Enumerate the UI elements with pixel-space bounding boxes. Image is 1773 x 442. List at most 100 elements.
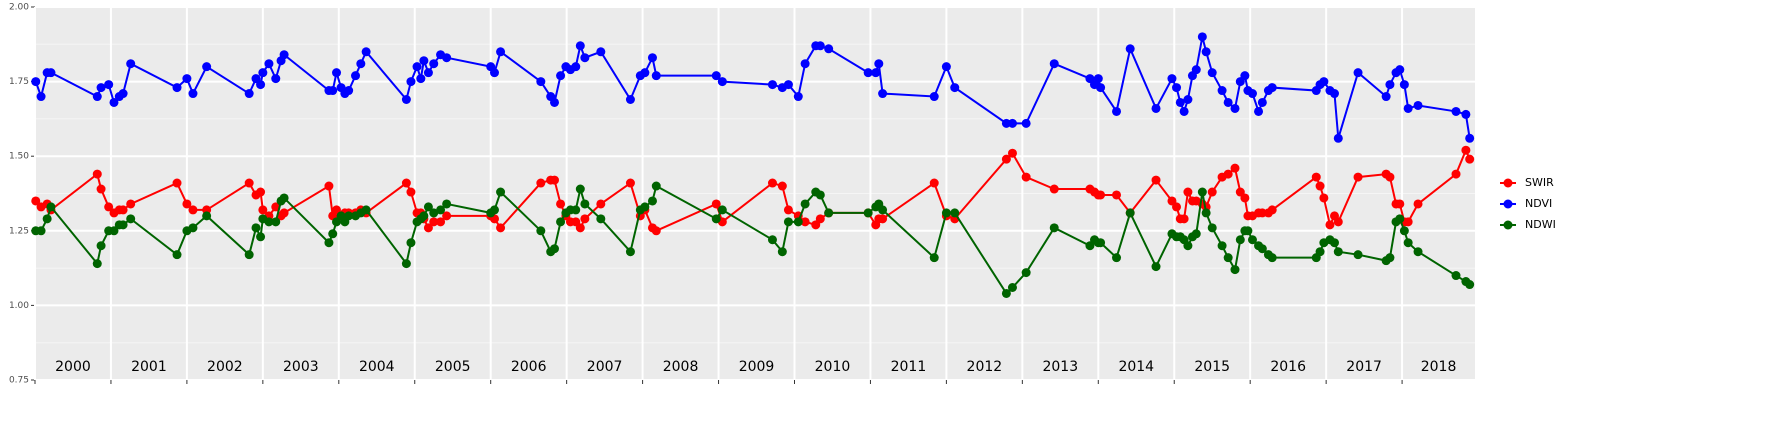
point (279, 208, 289, 218)
point (1399, 80, 1409, 90)
point (251, 223, 261, 233)
point (104, 80, 114, 90)
point (36, 226, 46, 236)
y-tick-label: 2.00 (9, 3, 29, 13)
point (344, 211, 354, 221)
point (1096, 190, 1106, 200)
point (489, 68, 499, 78)
point (571, 62, 581, 72)
point (793, 217, 803, 227)
x-tick-label: 2009 (739, 359, 775, 375)
point (406, 77, 416, 87)
point (188, 89, 198, 99)
point (580, 214, 590, 224)
point (202, 211, 212, 221)
point (244, 178, 254, 188)
point (777, 181, 787, 191)
point (1413, 247, 1423, 257)
point (1385, 172, 1395, 182)
point (256, 187, 266, 197)
point (1257, 97, 1267, 107)
point (950, 208, 960, 218)
x-tick-label: 2018 (1421, 359, 1457, 375)
point (878, 205, 888, 215)
point (423, 223, 433, 233)
point (1191, 229, 1201, 239)
point (1333, 247, 1343, 257)
point (429, 217, 439, 227)
point (596, 214, 606, 224)
point (647, 53, 657, 63)
point (767, 235, 777, 245)
point (1125, 208, 1135, 218)
point (126, 199, 136, 209)
point (1247, 89, 1257, 99)
point (361, 47, 371, 57)
point (1021, 268, 1031, 278)
point (118, 205, 128, 215)
x-tick-label: 2010 (815, 359, 851, 375)
point (1112, 253, 1122, 263)
point (1399, 226, 1409, 236)
point (1353, 68, 1363, 78)
point (436, 205, 446, 215)
x-tick-label: 2016 (1270, 359, 1306, 375)
point (536, 226, 546, 236)
point (1207, 223, 1217, 233)
point (767, 178, 777, 188)
point (1240, 71, 1250, 81)
point (36, 92, 46, 102)
point (258, 68, 268, 78)
point (96, 184, 106, 194)
point (1172, 202, 1182, 212)
y-tick-label: 1.00 (9, 301, 29, 311)
point (1315, 181, 1325, 191)
point (256, 232, 266, 242)
point (1451, 106, 1461, 116)
point (863, 208, 873, 218)
point (1385, 253, 1395, 263)
point (258, 205, 268, 215)
y-tick-label: 1.75 (9, 77, 29, 87)
point (1172, 83, 1182, 93)
legend-marker (1503, 178, 1513, 188)
point (31, 196, 41, 206)
point (412, 62, 422, 72)
point (777, 247, 787, 257)
point (640, 202, 650, 212)
point (92, 92, 102, 102)
point (46, 68, 56, 78)
point (874, 59, 884, 69)
point (711, 199, 721, 209)
point (1151, 262, 1161, 272)
legend-label: NDWI (1525, 218, 1556, 231)
point (878, 214, 888, 224)
point (1183, 241, 1193, 251)
point (401, 259, 411, 269)
point (96, 83, 106, 93)
point (1049, 59, 1059, 69)
point (824, 208, 834, 218)
point (1413, 199, 1423, 209)
point (575, 223, 585, 233)
y-tick-label: 0.75 (9, 376, 29, 386)
point (625, 178, 635, 188)
point (711, 214, 721, 224)
point (1465, 154, 1475, 164)
point (118, 220, 128, 230)
point (1001, 154, 1011, 164)
point (351, 71, 361, 81)
point (717, 205, 727, 215)
point (1197, 32, 1207, 42)
point (651, 226, 661, 236)
point (104, 202, 114, 212)
point (406, 238, 416, 248)
point (1223, 253, 1233, 263)
point (1183, 95, 1193, 105)
point (929, 253, 939, 263)
point (118, 89, 128, 99)
x-tick-label: 2014 (1118, 359, 1154, 375)
point (244, 250, 254, 260)
